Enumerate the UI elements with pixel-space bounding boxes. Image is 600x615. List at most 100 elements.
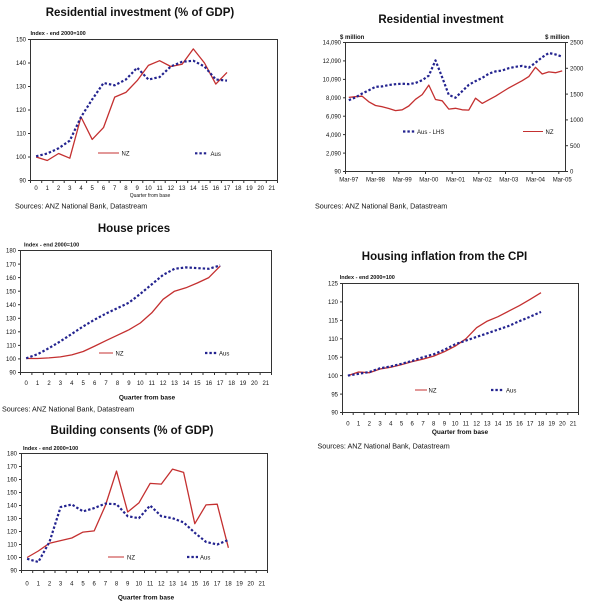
svg-text:2: 2 [57,186,61,192]
svg-text:150: 150 [7,491,18,497]
svg-text:7: 7 [113,186,117,192]
svg-text:Sources: ANZ National Bank, Da: Sources: ANZ National Bank, Datastream [315,202,447,211]
svg-text:Aus - LHS: Aus - LHS [417,130,444,136]
svg-text:Quarter from base: Quarter from base [432,429,489,436]
svg-text:1500: 1500 [570,92,584,98]
svg-text:6: 6 [93,582,97,588]
svg-text:90: 90 [331,411,338,417]
svg-text:110: 110 [6,344,16,350]
svg-text:1: 1 [36,381,40,387]
svg-text:Index - end 2000=100: Index - end 2000=100 [24,243,79,249]
svg-text:20: 20 [247,582,254,588]
svg-text:Aus: Aus [211,152,221,158]
svg-text:140: 140 [16,61,27,67]
svg-text:0: 0 [346,422,350,428]
svg-text:Building consents (% of GDP): Building consents (% of GDP) [51,425,214,437]
svg-text:100: 100 [7,556,18,562]
svg-text:3: 3 [59,582,63,588]
svg-text:Quarter from base: Quarter from base [130,193,171,199]
svg-text:13: 13 [171,381,178,387]
svg-text:100: 100 [16,155,27,161]
svg-text:NZ: NZ [127,556,135,562]
svg-text:130: 130 [7,517,18,523]
svg-text:8,090: 8,090 [326,96,342,102]
svg-text:4: 4 [79,186,83,192]
svg-text:140: 140 [7,504,18,510]
svg-text:Residential investment: Residential investment [378,14,503,26]
svg-text:90: 90 [10,569,17,575]
svg-text:Housing inflation from the CPI: Housing inflation from the CPI [362,251,527,263]
svg-text:Quarter from base: Quarter from base [118,595,175,602]
svg-text:1000: 1000 [570,118,584,124]
svg-text:Sources: ANZ National Bank, Da: Sources: ANZ National Bank, Datastream [15,202,147,211]
svg-text:5: 5 [81,582,85,588]
svg-text:6: 6 [93,381,97,387]
svg-text:130: 130 [6,317,17,323]
svg-text:11: 11 [149,381,156,387]
svg-text:12: 12 [473,422,480,428]
svg-text:$ million: $ million [340,35,365,41]
svg-text:17: 17 [527,422,534,428]
svg-text:10,090: 10,090 [323,78,342,84]
svg-text:3: 3 [68,186,72,192]
svg-text:100: 100 [328,374,339,380]
svg-text:21: 21 [570,422,577,428]
svg-text:2: 2 [368,422,372,428]
svg-text:15: 15 [505,422,512,428]
svg-text:16: 16 [212,186,219,192]
svg-text:1: 1 [37,582,41,588]
svg-text:18: 18 [228,381,235,387]
svg-text:Mar-00: Mar-00 [419,178,439,184]
svg-text:180: 180 [6,249,17,255]
svg-text:8: 8 [115,582,119,588]
svg-text:NZ: NZ [546,130,554,136]
svg-text:12: 12 [167,186,174,192]
svg-text:10: 10 [145,186,152,192]
svg-text:2500: 2500 [570,41,584,47]
svg-text:5: 5 [400,422,404,428]
svg-text:17: 17 [217,381,224,387]
svg-text:6,090: 6,090 [326,114,342,120]
svg-text:Residential investment (% of G: Residential investment (% of GDP) [46,7,235,19]
svg-text:Mar-02: Mar-02 [473,178,493,184]
svg-text:13: 13 [179,186,186,192]
svg-text:130: 130 [16,85,27,91]
svg-text:Quarter from base: Quarter from base [119,395,176,402]
svg-text:6: 6 [411,422,415,428]
svg-text:15: 15 [191,582,198,588]
svg-text:16: 16 [516,422,523,428]
svg-text:120: 120 [328,300,339,306]
svg-text:9: 9 [126,582,130,588]
svg-text:9: 9 [136,186,140,192]
svg-text:4: 4 [389,422,393,428]
svg-text:6: 6 [102,186,106,192]
svg-text:90: 90 [19,179,26,185]
svg-text:12: 12 [158,582,165,588]
svg-text:18: 18 [235,186,242,192]
svg-text:NZ: NZ [116,352,124,358]
svg-text:7: 7 [421,422,425,428]
svg-text:1: 1 [46,186,50,192]
svg-text:1: 1 [357,422,361,428]
svg-text:19: 19 [548,422,555,428]
svg-text:NZ: NZ [429,389,437,395]
svg-text:2000: 2000 [570,67,584,73]
svg-text:Mar-97: Mar-97 [339,178,359,184]
svg-text:10: 10 [137,381,144,387]
svg-text:3: 3 [378,422,382,428]
svg-text:8: 8 [432,422,436,428]
svg-text:90: 90 [9,371,16,377]
svg-text:4: 4 [70,582,74,588]
svg-text:Index - end 2000=100: Index - end 2000=100 [23,446,78,452]
svg-text:120: 120 [7,530,18,536]
svg-text:0: 0 [25,582,29,588]
svg-text:115: 115 [328,319,338,325]
svg-text:Mar-99: Mar-99 [393,178,413,184]
svg-text:Sources: ANZ National Bank, Da: Sources: ANZ National Bank, Datastream [318,442,450,451]
svg-text:13: 13 [169,582,176,588]
svg-text:10: 10 [136,582,143,588]
svg-text:4: 4 [70,381,74,387]
svg-text:11: 11 [463,422,470,428]
svg-text:160: 160 [7,478,18,484]
svg-text:0: 0 [570,170,574,176]
